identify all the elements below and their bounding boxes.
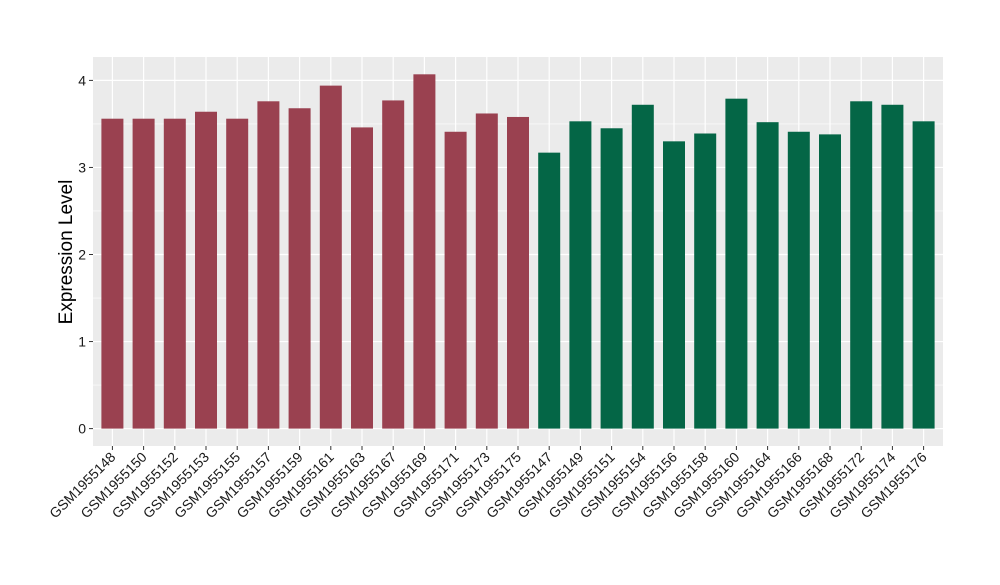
bar-GSM1955171 [444,131,467,429]
bar-GSM1955147 [538,152,561,429]
y-tick-label: 1 [78,334,86,350]
y-tick-label: 4 [78,72,86,88]
bar-GSM1955175 [507,116,529,429]
bar-GSM1955152 [163,118,186,429]
y-tick-label: 0 [78,421,86,437]
bar-GSM1955155 [226,118,249,429]
bar-GSM1955161 [319,85,342,429]
bar-GSM1955168 [819,134,841,429]
bar-GSM1955163 [351,127,373,429]
bar-GSM1955166 [787,131,810,429]
y-tick-label: 3 [78,159,86,175]
bar-GSM1955174 [881,104,904,429]
bar-GSM1955164 [756,122,779,429]
y-tick-label: 2 [78,247,86,263]
bar-GSM1955172 [850,101,873,429]
bar-GSM1955159 [288,108,311,429]
bar-GSM1955176 [912,121,935,429]
y-axis: 0 1 2 3 4 [78,72,93,437]
bar-GSM1955160 [725,98,748,429]
y-axis-title: Expression Level [56,180,77,325]
bar-GSM1955151 [600,128,623,429]
bar-GSM1955156 [663,141,685,429]
bar-GSM1955167 [382,100,405,429]
bar-GSM1955158 [694,133,717,429]
bar-GSM1955148 [101,118,124,429]
bar-GSM1955154 [631,104,654,429]
bar-GSM1955169 [413,74,436,429]
bar-GSM1955173 [475,113,498,429]
bar-GSM1955150 [132,118,155,429]
x-axis: GSM1955148GSM1955150GSM1955152GSM1955153… [46,446,930,521]
bar-GSM1955157 [257,101,280,429]
bars [101,74,935,429]
bar-GSM1955149 [569,121,592,429]
bar-GSM1955153 [195,111,217,429]
